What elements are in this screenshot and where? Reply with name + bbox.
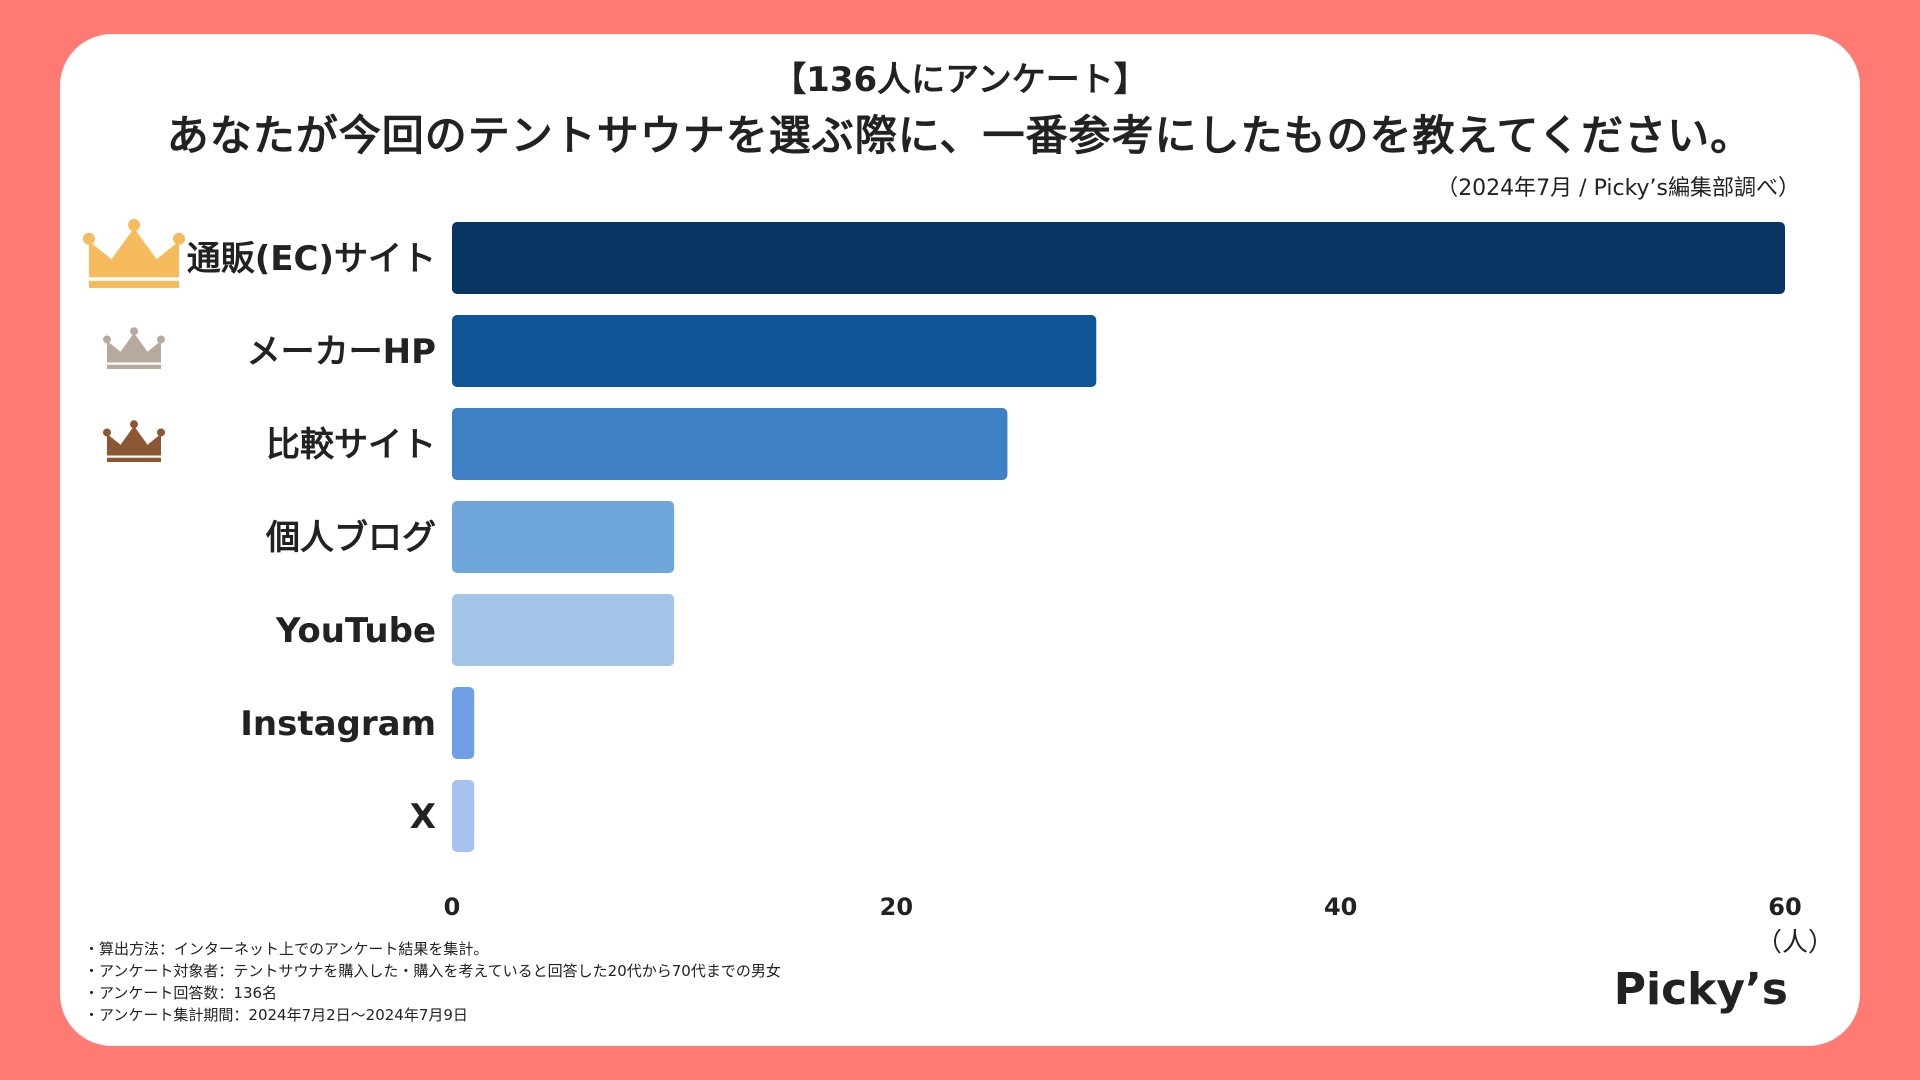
bar-1 <box>452 315 1097 387</box>
category-label-6: X <box>410 797 436 837</box>
category-label-3: 個人ブログ <box>265 518 436 558</box>
brand-logo: Picky’s <box>1613 964 1788 1015</box>
source-note: （2024年7月 / Picky’s編集部調べ） <box>1436 176 1800 201</box>
bar-5 <box>452 687 475 759</box>
silver-crown-icon <box>103 327 165 369</box>
bar-2 <box>452 408 1008 480</box>
survey-tag: 【136人にアンケート】 <box>772 60 1148 100</box>
x-tick-label-1: 20 <box>880 893 913 921</box>
footnote-target: ・アンケート対象者：テントサウナを購入した・購入を考えていると回答した20代から… <box>84 962 781 980</box>
bar-6 <box>452 780 475 852</box>
bar-4 <box>452 594 675 666</box>
bar-0 <box>452 222 1785 294</box>
x-tick-label-3: 60 <box>1768 893 1801 921</box>
category-label-5: Instagram <box>240 704 436 744</box>
bar-3 <box>452 501 675 573</box>
footnote-period: ・アンケート集計期間：2024年7月2日〜2024年7月9日 <box>84 1006 468 1024</box>
category-label-1: メーカーHP <box>247 332 436 372</box>
category-label-0: 通販(EC)サイト <box>187 239 436 279</box>
gold-crown-icon <box>83 219 185 288</box>
category-label-2: 比較サイト <box>266 425 436 465</box>
page-title: あなたが今回のテントサウナを選ぶ際に、一番参考にしたものを教えてください。 <box>166 111 1754 160</box>
card: 【136人にアンケート】 あなたが今回のテントサウナを選ぶ際に、一番参考にしたも… <box>60 34 1860 1046</box>
x-tick-label-2: 40 <box>1324 893 1357 921</box>
footnotes: ・算出方法：インターネット上でのアンケート結果を集計。 ・アンケート対象者：テン… <box>84 938 781 1026</box>
footnote-method: ・算出方法：インターネット上でのアンケート結果を集計。 <box>84 940 489 958</box>
category-label-4: YouTube <box>275 611 436 651</box>
bronze-crown-icon <box>103 420 165 462</box>
footnote-count: ・アンケート回答数：136名 <box>84 984 278 1002</box>
x-axis-unit: （人） <box>1755 928 1834 958</box>
x-tick-label-0: 0 <box>444 893 461 921</box>
